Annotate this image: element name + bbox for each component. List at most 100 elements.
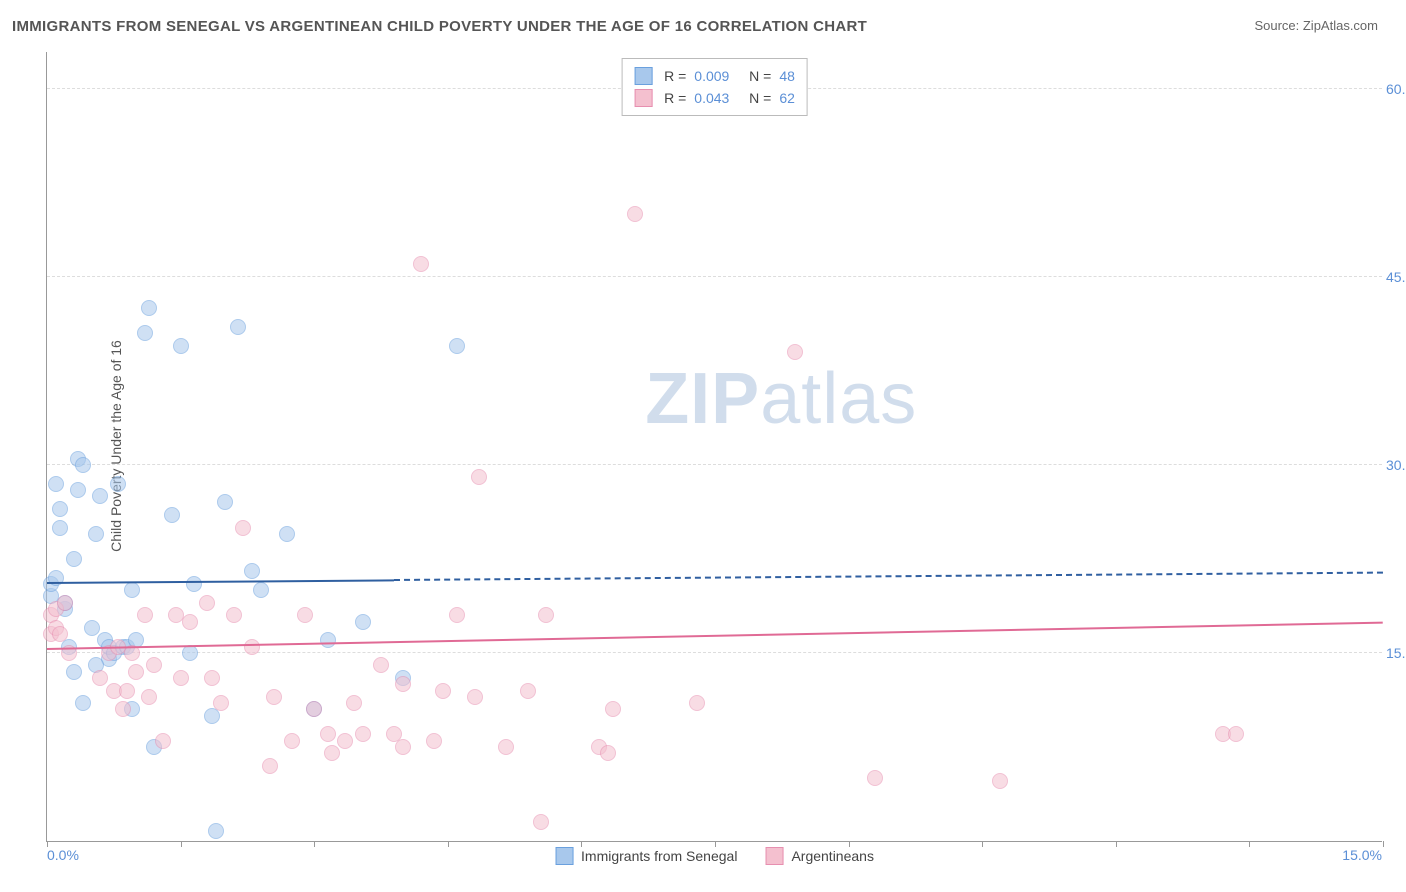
- stat-n-value-0: 48: [779, 68, 795, 84]
- legend-label-senegal: Immigrants from Senegal: [581, 848, 737, 864]
- chart-area: ZIPatlas R = 0.009 N = 48 R = 0.043 N = …: [46, 52, 1382, 842]
- data-point: [52, 501, 68, 517]
- y-tick-label: 60.0%: [1386, 81, 1406, 97]
- data-point: [324, 745, 340, 761]
- trend-line-dashed: [394, 572, 1383, 581]
- legend-swatch-senegal: [634, 67, 652, 85]
- data-point: [449, 607, 465, 623]
- data-point: [70, 482, 86, 498]
- data-point: [320, 726, 336, 742]
- data-point: [213, 695, 229, 711]
- source-label: Source: ZipAtlas.com: [1254, 18, 1378, 33]
- x-axis-min-label: 0.0%: [47, 847, 79, 863]
- data-point: [155, 733, 171, 749]
- data-point: [395, 676, 411, 692]
- data-point: [449, 338, 465, 354]
- data-point: [435, 683, 451, 699]
- data-point: [173, 338, 189, 354]
- data-point: [627, 206, 643, 222]
- data-point: [173, 670, 189, 686]
- data-point: [66, 664, 82, 680]
- data-point: [600, 745, 616, 761]
- data-point: [306, 701, 322, 717]
- data-point: [88, 526, 104, 542]
- gridline: [47, 276, 1382, 277]
- x-tick-mark: [1116, 841, 1117, 847]
- data-point: [244, 563, 260, 579]
- data-point: [520, 683, 536, 699]
- legend-bottom: Immigrants from Senegal Argentineans: [555, 847, 874, 865]
- x-tick-mark: [982, 841, 983, 847]
- legend-item-senegal: Immigrants from Senegal: [555, 847, 737, 865]
- data-point: [355, 614, 371, 630]
- trend-line-solid: [47, 579, 394, 584]
- data-point: [92, 670, 108, 686]
- data-point: [395, 739, 411, 755]
- data-point: [141, 300, 157, 316]
- data-point: [92, 488, 108, 504]
- data-point: [337, 733, 353, 749]
- data-point: [75, 457, 91, 473]
- data-point: [538, 607, 554, 623]
- data-point: [297, 607, 313, 623]
- chart-title: IMMIGRANTS FROM SENEGAL VS ARGENTINEAN C…: [12, 18, 867, 35]
- data-point: [57, 595, 73, 611]
- data-point: [48, 476, 64, 492]
- x-tick-mark: [1249, 841, 1250, 847]
- source-prefix: Source:: [1254, 18, 1302, 33]
- legend-label-argentinean: Argentineans: [791, 848, 874, 864]
- data-point: [266, 689, 282, 705]
- data-point: [373, 657, 389, 673]
- data-point: [52, 520, 68, 536]
- legend-stats-row-1: R = 0.043 N = 62: [634, 87, 795, 109]
- stat-n-value-1: 62: [779, 90, 795, 106]
- data-point: [498, 739, 514, 755]
- data-point: [119, 683, 135, 699]
- data-point: [137, 607, 153, 623]
- y-tick-label: 30.0%: [1386, 457, 1406, 473]
- data-point: [346, 695, 362, 711]
- data-point: [226, 607, 242, 623]
- data-point: [320, 632, 336, 648]
- source-link[interactable]: ZipAtlas.com: [1303, 18, 1378, 33]
- data-point: [992, 773, 1008, 789]
- data-point: [217, 494, 233, 510]
- stat-n-label: N =: [741, 90, 771, 106]
- data-point: [253, 582, 269, 598]
- stat-r-value-1: 0.043: [694, 90, 729, 106]
- data-point: [230, 319, 246, 335]
- data-point: [605, 701, 621, 717]
- data-point: [262, 758, 278, 774]
- legend-stats-row-0: R = 0.009 N = 48: [634, 65, 795, 87]
- gridline: [47, 464, 1382, 465]
- legend-item-argentinean: Argentineans: [765, 847, 874, 865]
- data-point: [467, 689, 483, 705]
- stat-r-label: R =: [664, 90, 686, 106]
- data-point: [124, 582, 140, 598]
- x-tick-mark: [1383, 841, 1384, 847]
- data-point: [146, 657, 162, 673]
- data-point: [52, 626, 68, 642]
- data-point: [279, 526, 295, 542]
- data-point: [235, 520, 251, 536]
- data-point: [186, 576, 202, 592]
- x-tick-mark: [448, 841, 449, 847]
- data-point: [84, 620, 100, 636]
- data-point: [426, 733, 442, 749]
- data-point: [137, 325, 153, 341]
- data-point: [199, 595, 215, 611]
- x-axis-max-label: 15.0%: [1342, 847, 1382, 863]
- data-point: [208, 823, 224, 839]
- y-tick-label: 45.0%: [1386, 269, 1406, 285]
- data-point: [66, 551, 82, 567]
- data-point: [284, 733, 300, 749]
- data-point: [867, 770, 883, 786]
- y-tick-label: 15.0%: [1386, 645, 1406, 661]
- data-point: [471, 469, 487, 485]
- data-point: [141, 689, 157, 705]
- data-point: [110, 476, 126, 492]
- data-point: [244, 639, 260, 655]
- data-point: [413, 256, 429, 272]
- data-point: [115, 701, 131, 717]
- x-tick-mark: [314, 841, 315, 847]
